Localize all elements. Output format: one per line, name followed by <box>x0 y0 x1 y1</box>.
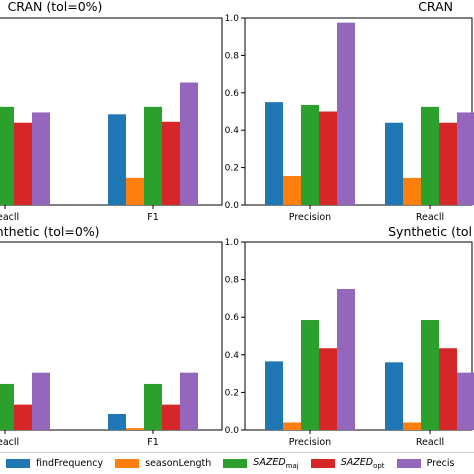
x-tick-label: Precision <box>289 212 331 223</box>
y-tick-label: 0.8 <box>225 276 240 286</box>
bar <box>319 348 337 430</box>
legend-swatch <box>310 458 335 468</box>
bar <box>385 362 403 430</box>
y-tick-label: 0.0 <box>225 426 240 436</box>
bar <box>421 106 439 205</box>
bar <box>144 383 162 430</box>
bar <box>301 104 319 205</box>
bar <box>439 122 457 205</box>
bar <box>337 22 355 205</box>
legend-item-seasonlength: seasonLength <box>115 458 211 469</box>
bar <box>283 422 301 430</box>
x-tick-label: F1 <box>147 212 159 223</box>
y-tick-label: 0.2 <box>225 388 239 398</box>
bar <box>126 428 144 430</box>
y-tick-label: 0.0 <box>225 201 240 211</box>
legend-item-sazed-maj: SAZEDmaj <box>223 457 299 470</box>
bar <box>283 176 301 205</box>
bar <box>14 404 32 430</box>
bar <box>403 422 421 430</box>
x-tick-label: F1 <box>147 437 159 448</box>
bar <box>162 404 180 430</box>
legend-swatch <box>223 458 248 468</box>
bar <box>319 111 337 205</box>
bar <box>0 383 14 430</box>
y-tick-label: 0.6 <box>225 313 240 323</box>
y-tick-label: 0.4 <box>225 126 240 136</box>
x-tick-label: Reacll <box>416 437 444 448</box>
bar <box>403 177 421 205</box>
bar <box>32 372 50 430</box>
x-tick-label: Reacll <box>0 212 19 223</box>
bar <box>14 122 32 205</box>
bar <box>457 112 474 205</box>
bar <box>301 320 319 430</box>
bar <box>385 122 403 205</box>
bar <box>144 106 162 205</box>
legend-label: SAZEDmaj <box>253 457 299 470</box>
bar <box>457 372 474 430</box>
bar <box>421 320 439 430</box>
legend-item-findfrequency: findFrequency <box>6 458 103 469</box>
legend-label: findFrequency <box>36 458 104 469</box>
legend-label: SAZEDopt <box>340 457 385 470</box>
bar <box>108 114 126 205</box>
bar <box>337 289 355 430</box>
legend-label: Precis <box>426 458 455 469</box>
legend-swatch <box>115 459 140 468</box>
y-tick-label: 1.0 <box>225 14 240 24</box>
chart-title: CRAN <box>418 0 453 14</box>
legend-swatch <box>6 459 30 468</box>
bar <box>162 121 180 205</box>
legend: findFrequency seasonLength SAZEDmaj SAZE… <box>0 452 474 474</box>
chart-title: CRAN (tol=0%) <box>8 0 103 14</box>
axes-frame <box>244 241 473 431</box>
legend-item-sazed-opt: SAZEDopt <box>310 457 385 470</box>
bar <box>180 372 198 430</box>
y-tick-label: 0.2 <box>225 164 239 174</box>
bar <box>180 82 198 205</box>
x-tick-label: Reacll <box>416 212 444 223</box>
x-tick-label: Precision <box>289 437 331 448</box>
bar <box>126 177 144 205</box>
y-tick-label: 0.4 <box>225 351 240 361</box>
y-tick-label: 0.8 <box>225 51 240 61</box>
bar <box>439 348 457 430</box>
chart-title: Synthetic (tol <box>388 224 472 239</box>
bar <box>0 106 14 205</box>
bar <box>265 361 283 430</box>
legend-item-precise: Precis <box>396 458 455 469</box>
bar <box>32 112 50 205</box>
axes-frame <box>244 17 473 206</box>
y-tick-label: 0.6 <box>225 89 240 99</box>
bar <box>108 414 126 430</box>
legend-swatch <box>396 459 421 468</box>
chart-title: Synthetic (tol=0%) <box>0 224 100 239</box>
legend-label: seasonLength <box>145 458 212 469</box>
bar <box>265 102 283 205</box>
y-tick-label: 1.0 <box>225 238 240 248</box>
x-tick-label: Reacll <box>0 437 19 448</box>
